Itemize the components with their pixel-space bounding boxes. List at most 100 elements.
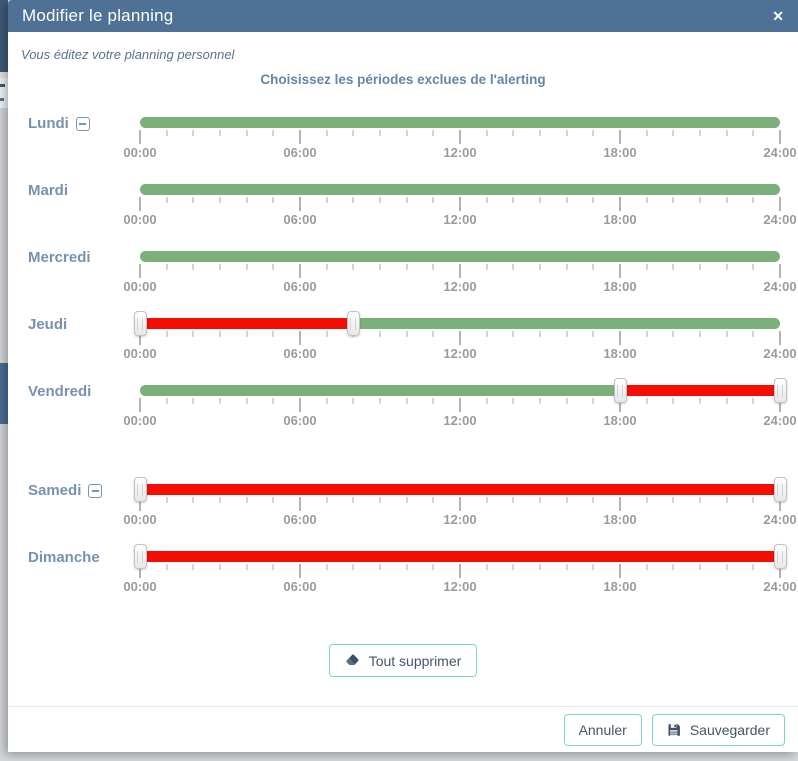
tick-label: 18:00 — [603, 145, 637, 160]
tick-mark — [565, 197, 568, 203]
tick-mark — [512, 398, 515, 404]
modal-header: Modifier le planning ✕ — [8, 0, 798, 32]
tick-mark — [512, 564, 515, 570]
tick-mark — [539, 331, 541, 337]
tick-mark — [272, 331, 275, 337]
tick-mark — [672, 264, 675, 270]
tick-mark — [699, 130, 701, 136]
tick-mark — [619, 398, 621, 412]
time-range-slider[interactable]: 00:00 06:00 12:00 18:00 24:00 — [123, 378, 797, 431]
tick-mark — [672, 564, 675, 570]
slider-bar — [140, 251, 780, 262]
tick-mark — [619, 497, 621, 511]
day-name: Mercredi — [28, 249, 91, 266]
tick-label: 00:00 — [123, 579, 157, 594]
modal-subtitle: Vous éditez votre planning personnel — [21, 47, 235, 62]
tick-labels: 00:00 06:00 12:00 18:00 24:00 — [123, 212, 796, 228]
tick-marks — [139, 497, 781, 511]
tick-mark — [512, 331, 515, 337]
slider-handle[interactable] — [613, 378, 627, 403]
tick-mark — [379, 564, 381, 570]
tick-mark — [592, 564, 595, 570]
tick-mark — [405, 197, 408, 203]
slider-bar — [140, 385, 780, 396]
tick-mark — [245, 331, 248, 337]
tick-label: 00:00 — [123, 212, 157, 227]
tick-mark — [432, 331, 435, 337]
tick-mark — [779, 264, 781, 278]
tick-label: 24:00 — [763, 579, 797, 594]
tick-mark — [325, 497, 328, 503]
tick-label: 18:00 — [603, 512, 637, 527]
tick-mark — [139, 497, 141, 511]
cancel-button[interactable]: Annuler — [563, 713, 642, 746]
slider-bar — [140, 551, 780, 562]
slider-segment-excluded — [620, 385, 780, 396]
tick-mark — [352, 197, 355, 203]
close-icon[interactable]: ✕ — [772, 7, 784, 24]
tick-mark — [219, 398, 221, 404]
tick-mark — [405, 130, 408, 136]
day-row-mardi: Mardi 00:00 06:00 12:00 18:00 24:00 — [8, 182, 798, 251]
time-range-slider[interactable]: 00:00 06:00 12:00 18:00 24:00 — [123, 544, 797, 597]
tick-mark — [299, 264, 301, 278]
remove-periods-button[interactable] — [88, 483, 103, 498]
time-range-slider[interactable]: 00:00 06:00 12:00 18:00 24:00 — [123, 477, 797, 530]
tick-mark — [699, 331, 701, 337]
tick-mark — [139, 564, 141, 578]
day-row-samedi: Samedi 00:00 06:00 12:00 18:00 24:00 — [8, 477, 798, 551]
day-name: Dimanche — [28, 549, 100, 566]
tick-label: 06:00 — [283, 413, 317, 428]
tick-mark — [299, 497, 301, 511]
slider-segment-included — [140, 117, 780, 128]
background-page-topbar — [0, 0, 8, 72]
tick-mark — [379, 497, 381, 503]
tick-mark — [272, 264, 275, 270]
slider-handle[interactable] — [773, 378, 787, 403]
save-button[interactable]: Sauvegarder — [651, 713, 785, 746]
tick-mark — [512, 264, 515, 270]
edit-planning-modal: Modifier le planning ✕ Vous éditez votre… — [8, 0, 798, 752]
tick-label: 06:00 — [283, 512, 317, 527]
tick-mark — [325, 331, 328, 337]
slider-handle[interactable] — [133, 311, 147, 336]
time-range-slider[interactable]: 00:00 06:00 12:00 18:00 24:00 — [123, 117, 797, 163]
time-range-slider[interactable]: 00:00 06:00 12:00 18:00 24:00 — [123, 311, 797, 364]
tick-label: 06:00 — [283, 212, 317, 227]
tick-mark — [725, 497, 728, 503]
slider-handle[interactable] — [133, 544, 147, 569]
slider-handle[interactable] — [773, 544, 787, 569]
day-row-jeudi: Jeudi 00:00 06:00 12:00 18:00 24:00 — [8, 311, 798, 385]
eraser-icon — [345, 653, 360, 668]
tick-mark — [299, 130, 301, 144]
time-range-slider[interactable]: 00:00 06:00 12:00 18:00 24:00 — [123, 184, 797, 230]
time-range-slider[interactable]: 00:00 06:00 12:00 18:00 24:00 — [123, 251, 797, 297]
clear-all-button[interactable]: Tout supprimer — [328, 644, 478, 677]
tick-label: 12:00 — [443, 279, 477, 294]
tick-mark — [539, 130, 541, 136]
tick-label: 18:00 — [603, 212, 637, 227]
background-page-bluebar — [0, 363, 8, 424]
day-label: Dimanche — [28, 549, 100, 566]
tick-mark — [459, 264, 461, 278]
slider-segment-included — [140, 385, 620, 396]
tick-label: 00:00 — [123, 145, 157, 160]
tick-mark — [699, 497, 701, 503]
tick-mark — [752, 398, 755, 404]
tick-mark — [645, 264, 648, 270]
tick-mark — [592, 331, 595, 337]
tick-mark — [352, 264, 355, 270]
tick-mark — [325, 398, 328, 404]
day-name: Lundi — [28, 115, 69, 132]
tick-mark — [752, 264, 755, 270]
slider-handle[interactable] — [773, 477, 787, 502]
tick-mark — [352, 130, 355, 136]
tick-marks — [139, 331, 781, 345]
tick-mark — [485, 197, 488, 203]
slider-handle[interactable] — [346, 311, 360, 336]
tick-mark — [672, 497, 675, 503]
tick-marks — [139, 264, 781, 278]
day-label: Mardi — [28, 182, 68, 199]
slider-handle[interactable] — [133, 477, 147, 502]
remove-periods-button[interactable] — [75, 116, 90, 131]
